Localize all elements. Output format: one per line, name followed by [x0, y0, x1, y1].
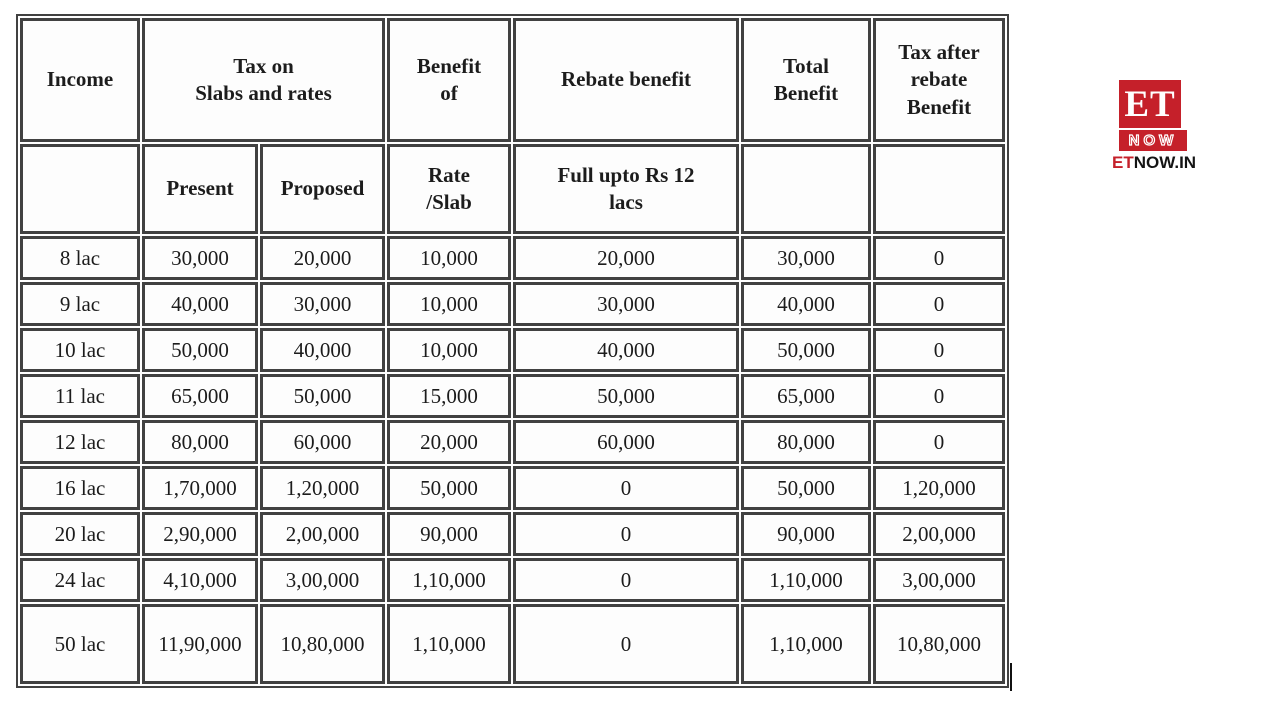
- table-row: 24 lac 4,10,000 3,00,000 1,10,000 0 1,10…: [20, 558, 1005, 602]
- cell-present: 2,90,000: [142, 512, 258, 556]
- cell-rate-slab: 20,000: [387, 420, 511, 464]
- cell-tax-after: 0: [873, 374, 1005, 418]
- cell-rebate: 0: [513, 512, 739, 556]
- etnow-logo-now-text: NOW: [1128, 131, 1178, 149]
- cell-proposed: 20,000: [260, 236, 385, 280]
- etnow-logo-now-bar: NOW: [1119, 130, 1187, 151]
- cell-tax-after: 0: [873, 282, 1005, 326]
- etnow-logo: ET NOW ETNOW.IN: [1112, 80, 1212, 173]
- cell-rebate: 60,000: [513, 420, 739, 464]
- cell-proposed: 40,000: [260, 328, 385, 372]
- cell-present: 4,10,000: [142, 558, 258, 602]
- cell-income: 8 lac: [20, 236, 140, 280]
- cell-proposed: 30,000: [260, 282, 385, 326]
- cell-rate-slab: 1,10,000: [387, 604, 511, 684]
- table-row: 8 lac 30,000 20,000 10,000 20,000 30,000…: [20, 236, 1005, 280]
- table-row: 9 lac 40,000 30,000 10,000 30,000 40,000…: [20, 282, 1005, 326]
- etnow-logo-domain: ETNOW.IN: [1112, 153, 1212, 173]
- table-row: 50 lac 11,90,000 10,80,000 1,10,000 0 1,…: [20, 604, 1005, 684]
- etnow-logo-et-text: ET: [1124, 83, 1176, 125]
- cell-proposed: 50,000: [260, 374, 385, 418]
- tax-benefit-table: Income Tax on Slabs and rates Benefit of…: [16, 14, 1009, 688]
- table-row: 16 lac 1,70,000 1,20,000 50,000 0 50,000…: [20, 466, 1005, 510]
- col-header-total-benefit: Total Benefit: [741, 18, 871, 142]
- cell-rebate: 40,000: [513, 328, 739, 372]
- cell-tax-after: 2,00,000: [873, 512, 1005, 556]
- cell-income: 16 lac: [20, 466, 140, 510]
- cell-tax-after: 0: [873, 420, 1005, 464]
- header-empty-cell: [20, 144, 140, 234]
- cell-present: 80,000: [142, 420, 258, 464]
- cell-income: 20 lac: [20, 512, 140, 556]
- cell-rate-slab: 50,000: [387, 466, 511, 510]
- cell-rate-slab: 1,10,000: [387, 558, 511, 602]
- cell-income: 11 lac: [20, 374, 140, 418]
- cell-tax-after: 0: [873, 328, 1005, 372]
- header-empty-cell: [873, 144, 1005, 234]
- cell-tax-after: 3,00,000: [873, 558, 1005, 602]
- cell-income: 24 lac: [20, 558, 140, 602]
- cell-proposed: 2,00,000: [260, 512, 385, 556]
- cell-present: 40,000: [142, 282, 258, 326]
- cell-present: 30,000: [142, 236, 258, 280]
- cell-rebate: 0: [513, 466, 739, 510]
- cell-total: 30,000: [741, 236, 871, 280]
- cell-rate-slab: 90,000: [387, 512, 511, 556]
- cell-present: 50,000: [142, 328, 258, 372]
- cell-rebate: 50,000: [513, 374, 739, 418]
- header-empty-cell: [741, 144, 871, 234]
- cell-rebate: 0: [513, 604, 739, 684]
- table-row: 12 lac 80,000 60,000 20,000 60,000 80,00…: [20, 420, 1005, 464]
- table-row: 11 lac 65,000 50,000 15,000 50,000 65,00…: [20, 374, 1005, 418]
- col-header-rate-slab: Rate /Slab: [387, 144, 511, 234]
- cell-tax-after: 1,20,000: [873, 466, 1005, 510]
- cell-income: 50 lac: [20, 604, 140, 684]
- col-header-income: Income: [20, 18, 140, 142]
- cell-rate-slab: 10,000: [387, 282, 511, 326]
- table-row: 20 lac 2,90,000 2,00,000 90,000 0 90,000…: [20, 512, 1005, 556]
- header-row-1: Income Tax on Slabs and rates Benefit of…: [20, 18, 1005, 142]
- cell-present: 65,000: [142, 374, 258, 418]
- cell-present: 11,90,000: [142, 604, 258, 684]
- cell-rebate: 0: [513, 558, 739, 602]
- etnow-domain-rest: NOW.IN: [1133, 153, 1197, 172]
- cell-rate-slab: 10,000: [387, 328, 511, 372]
- cell-total: 65,000: [741, 374, 871, 418]
- col-header-proposed: Proposed: [260, 144, 385, 234]
- cell-income: 10 lac: [20, 328, 140, 372]
- cell-proposed: 1,20,000: [260, 466, 385, 510]
- cell-income: 12 lac: [20, 420, 140, 464]
- cell-tax-after: 10,80,000: [873, 604, 1005, 684]
- cell-rate-slab: 10,000: [387, 236, 511, 280]
- cell-total: 50,000: [741, 466, 871, 510]
- col-header-full-upto: Full upto Rs 12 lacs: [513, 144, 739, 234]
- cell-rebate: 20,000: [513, 236, 739, 280]
- etnow-domain-prefix: ET: [1112, 153, 1134, 172]
- cell-total: 40,000: [741, 282, 871, 326]
- col-header-benefit-of: Benefit of: [387, 18, 511, 142]
- cell-total: 80,000: [741, 420, 871, 464]
- cell-income: 9 lac: [20, 282, 140, 326]
- cell-rebate: 30,000: [513, 282, 739, 326]
- cell-proposed: 3,00,000: [260, 558, 385, 602]
- col-header-present: Present: [142, 144, 258, 234]
- cell-proposed: 10,80,000: [260, 604, 385, 684]
- header-row-2: Present Proposed Rate /Slab Full upto Rs…: [20, 144, 1005, 234]
- cell-tax-after: 0: [873, 236, 1005, 280]
- cell-total: 50,000: [741, 328, 871, 372]
- cell-total: 1,10,000: [741, 558, 871, 602]
- text-cursor: [1010, 663, 1012, 691]
- col-header-rebate-benefit: Rebate benefit: [513, 18, 739, 142]
- col-header-tax-on-slabs: Tax on Slabs and rates: [142, 18, 385, 142]
- cell-rate-slab: 15,000: [387, 374, 511, 418]
- etnow-logo-et-block: ET: [1119, 80, 1181, 128]
- cell-total: 90,000: [741, 512, 871, 556]
- cell-total: 1,10,000: [741, 604, 871, 684]
- cell-present: 1,70,000: [142, 466, 258, 510]
- col-header-tax-after-rebate: Tax after rebate Benefit: [873, 18, 1005, 142]
- cell-proposed: 60,000: [260, 420, 385, 464]
- table-row: 10 lac 50,000 40,000 10,000 40,000 50,00…: [20, 328, 1005, 372]
